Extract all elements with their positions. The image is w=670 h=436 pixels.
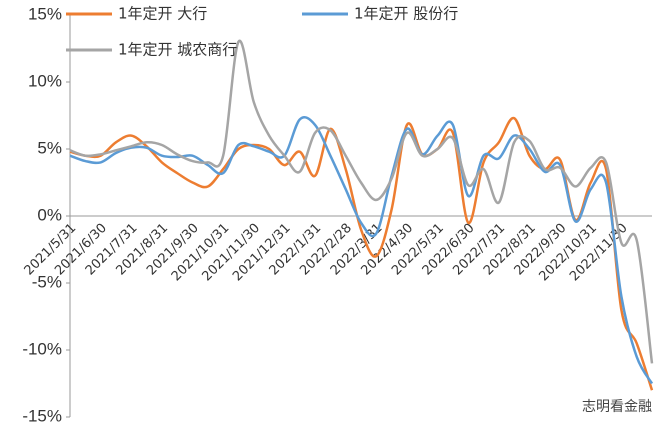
legend-label: 1年定开 股份行 [354,5,458,23]
y-tick-label: 10% [28,71,62,90]
y-tick-label: 5% [37,138,62,157]
y-tick-label: -15% [22,406,62,425]
line-series [69,116,654,385]
y-tick-label: 0% [37,205,62,224]
line-series [69,39,654,364]
watermark: 志明看金融 [582,399,652,415]
y-tick-label: -10% [22,339,62,358]
line-series [69,116,654,391]
y-tick-label: -5% [32,272,62,291]
y-tick-label: 15% [28,4,62,23]
legend-label: 1年定开 大行 [118,5,207,23]
legend-label: 1年定开 城农商行 [118,41,237,59]
